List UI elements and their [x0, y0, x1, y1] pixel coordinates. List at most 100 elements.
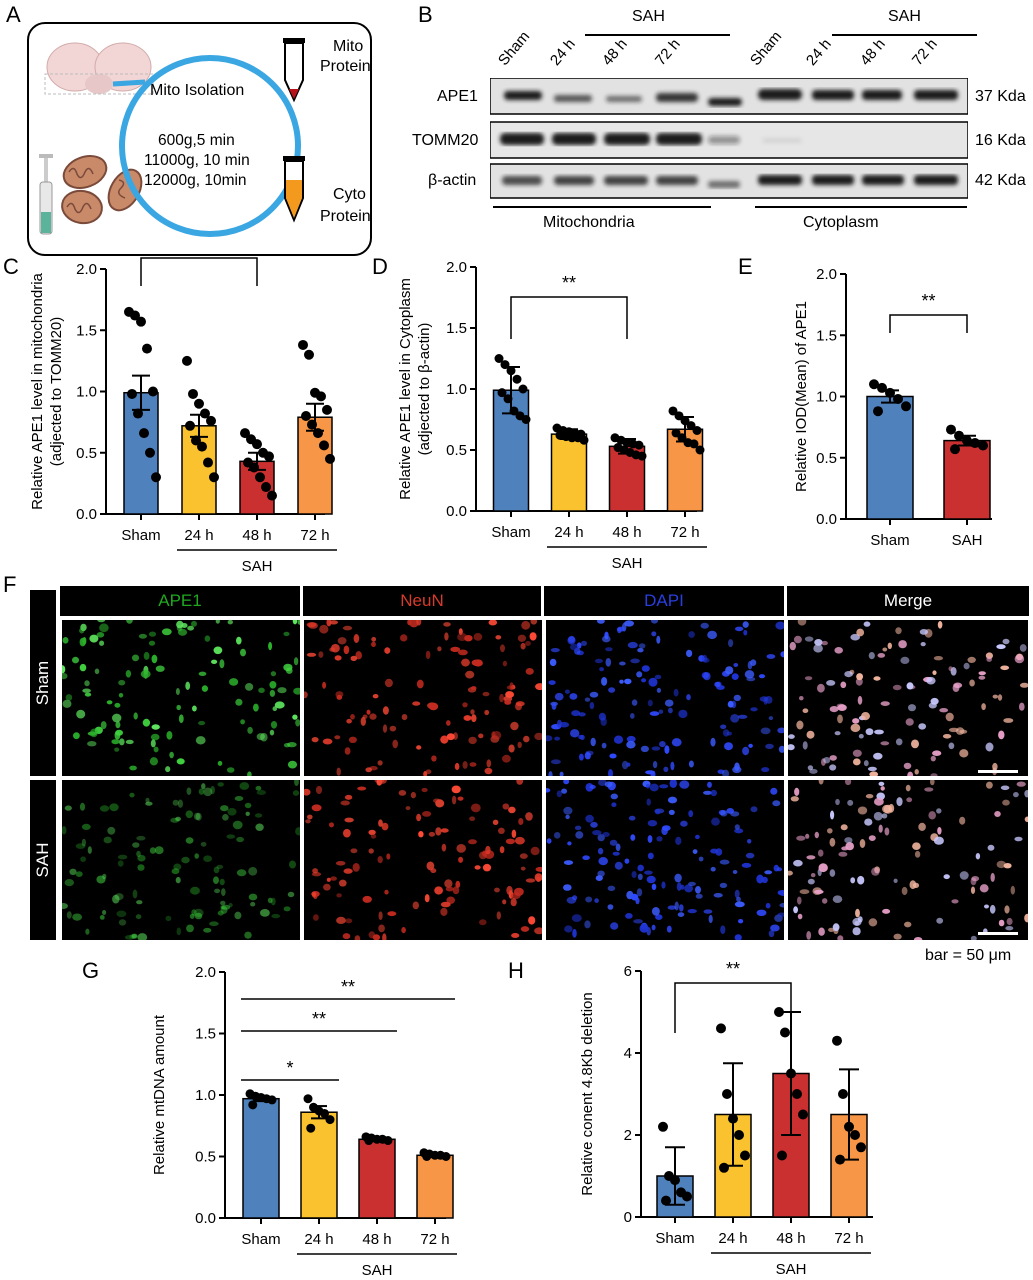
cell-nucleus	[201, 685, 208, 692]
data-point	[509, 406, 519, 416]
cell-nucleus	[525, 812, 533, 821]
y-axis-label: Relative conent 4.8Kb deletion	[579, 992, 596, 1195]
cell-nucleus	[930, 697, 939, 705]
cell-nucleus	[625, 913, 633, 919]
band	[862, 175, 904, 185]
data-point	[136, 316, 146, 327]
cell-nucleus	[987, 844, 995, 851]
sah-line-cyto	[832, 34, 977, 36]
cell-nucleus	[248, 893, 258, 901]
cell-nucleus	[597, 870, 605, 877]
panel-label-h: H	[508, 958, 524, 983]
cell-nucleus	[329, 620, 338, 625]
cell-nucleus	[342, 933, 351, 940]
cell-nucleus	[90, 728, 98, 738]
cell-nucleus	[336, 767, 341, 776]
cell-nucleus	[131, 933, 138, 939]
cell-nucleus	[129, 792, 135, 798]
cell-nucleus	[601, 742, 607, 749]
cell-nucleus	[165, 915, 172, 922]
mito-isolation-schematic	[27, 22, 372, 256]
cell-nucleus	[651, 631, 657, 637]
x-tick-label: 48 h	[362, 1231, 391, 1248]
cell-nucleus	[720, 810, 728, 817]
panel-label-e: E	[738, 254, 753, 279]
cell-nucleus	[378, 911, 383, 920]
step-2: 11000g, 10 min	[144, 152, 250, 169]
cell-nucleus	[850, 877, 856, 884]
cell-nucleus	[112, 713, 122, 723]
cell-nucleus	[185, 837, 194, 844]
cell-nucleus	[355, 651, 362, 660]
mitochondria-label: Mitochondria	[543, 214, 635, 231]
data-point	[298, 339, 308, 350]
cell-nucleus	[227, 808, 237, 816]
cell-nucleus	[651, 746, 661, 751]
data-point	[313, 428, 323, 439]
cell-nucleus	[178, 714, 184, 723]
cell-nucleus	[155, 665, 165, 672]
cell-nucleus	[112, 894, 120, 904]
cell-nucleus	[855, 908, 860, 918]
y-tick-label: 0.5	[76, 445, 97, 462]
cell-nucleus	[117, 860, 124, 867]
cell-nucleus	[444, 879, 453, 888]
cell-nucleus	[920, 642, 926, 647]
cell-nucleus	[700, 622, 709, 629]
cell-nucleus	[607, 885, 616, 891]
cell-nucleus	[85, 928, 90, 935]
data-point	[325, 1115, 335, 1125]
cell-nucleus	[727, 701, 734, 708]
cell-nucleus	[776, 867, 782, 872]
cell-nucleus	[343, 868, 353, 874]
cell-nucleus	[102, 910, 107, 915]
cell-nucleus	[616, 626, 626, 632]
cell-nucleus	[734, 889, 740, 899]
cell-nucleus	[835, 798, 840, 806]
x-tick-label: Sham	[870, 532, 909, 549]
cell-nucleus	[898, 640, 907, 649]
cell-nucleus	[768, 716, 774, 721]
cell-nucleus	[647, 699, 653, 707]
micrograph-sham-ape1	[59, 616, 303, 778]
cell-nucleus	[548, 771, 553, 780]
cell-nucleus	[131, 933, 138, 938]
lane-label-5: Sham	[746, 28, 786, 69]
cell-nucleus	[194, 853, 199, 859]
cell-nucleus	[529, 632, 537, 641]
cell-nucleus	[986, 656, 992, 662]
cell-nucleus	[336, 694, 343, 700]
data-point	[209, 472, 219, 483]
micrograph-cells	[786, 617, 1029, 780]
channel-header-dapi: DAPI	[544, 586, 784, 616]
cell-nucleus	[377, 856, 383, 864]
cell-nucleus	[731, 673, 739, 680]
cell-nucleus	[508, 744, 515, 753]
data-point	[682, 1191, 692, 1202]
cell-nucleus	[247, 771, 252, 778]
cell-nucleus	[647, 835, 653, 843]
cell-nucleus	[913, 937, 923, 943]
cell-nucleus	[498, 827, 505, 834]
data-point	[518, 384, 528, 394]
cell-nucleus	[821, 640, 828, 646]
cell-nucleus	[695, 834, 700, 840]
data-point	[668, 406, 678, 416]
cell-nucleus	[219, 878, 225, 886]
cell-nucleus	[834, 731, 841, 736]
cell-nucleus	[99, 915, 105, 920]
cell-nucleus	[499, 693, 504, 703]
cell-nucleus	[99, 805, 110, 812]
cell-nucleus	[471, 714, 477, 723]
cell-nucleus	[293, 657, 299, 666]
cell-nucleus	[906, 682, 914, 690]
cell-nucleus	[409, 618, 419, 628]
cell-nucleus	[719, 882, 728, 888]
cell-nucleus	[985, 742, 994, 752]
cell-nucleus	[387, 911, 397, 917]
cell-nucleus	[829, 869, 836, 877]
cell-nucleus	[810, 873, 816, 878]
cell-nucleus	[806, 855, 816, 860]
x-tick-label: 24 h	[184, 527, 213, 544]
cell-nucleus	[175, 816, 181, 822]
